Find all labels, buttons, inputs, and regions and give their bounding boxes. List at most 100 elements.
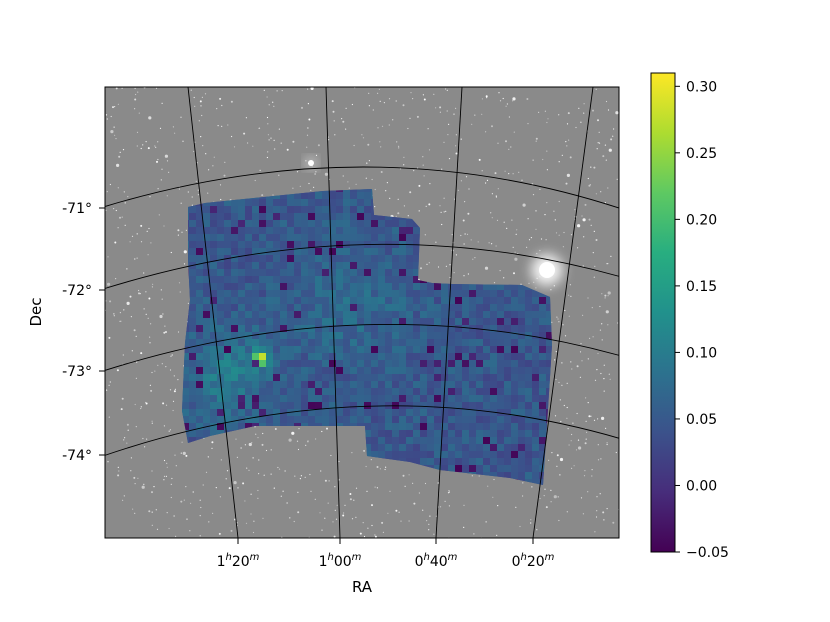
star xyxy=(580,121,582,123)
map-cell xyxy=(385,430,392,437)
star xyxy=(200,105,202,107)
map-cell xyxy=(329,269,336,276)
map-cell xyxy=(399,304,406,311)
star xyxy=(588,184,591,187)
map-cell xyxy=(546,304,552,311)
map-cell xyxy=(245,241,252,248)
star xyxy=(162,402,165,405)
map-cell xyxy=(189,213,196,220)
map-cell xyxy=(378,423,385,430)
map-cell xyxy=(406,416,413,423)
map-cell xyxy=(273,255,280,262)
map-cell xyxy=(252,402,259,409)
star xyxy=(532,194,535,196)
star xyxy=(460,234,462,237)
y-axis-label: Dec xyxy=(27,297,45,326)
map-cell xyxy=(518,290,525,297)
map-cell xyxy=(413,255,420,262)
map-cell xyxy=(189,318,196,325)
map-cell xyxy=(315,353,322,360)
star xyxy=(252,145,254,147)
star xyxy=(409,191,412,194)
star xyxy=(604,144,607,146)
star xyxy=(172,400,175,402)
star xyxy=(550,489,552,491)
star xyxy=(132,508,134,510)
map-cell xyxy=(511,346,518,353)
map-cell xyxy=(357,318,364,325)
map-cell xyxy=(196,283,203,290)
star xyxy=(467,273,469,275)
map-cell xyxy=(315,395,322,402)
map-cell xyxy=(336,374,343,381)
map-cell xyxy=(189,416,196,423)
map-cell xyxy=(371,409,378,416)
star xyxy=(428,262,430,264)
map-cell xyxy=(217,199,224,206)
map-cell xyxy=(301,283,308,290)
star xyxy=(236,456,238,458)
map-cell xyxy=(280,381,287,388)
star xyxy=(150,323,152,325)
map-cell xyxy=(182,381,189,388)
map-cell xyxy=(196,325,203,332)
map-cell xyxy=(504,346,511,353)
map-cell xyxy=(231,241,238,248)
map-cell xyxy=(392,444,399,451)
map-cell xyxy=(245,325,252,332)
star xyxy=(374,534,376,536)
map-cell xyxy=(546,360,552,367)
map-cell xyxy=(462,395,469,402)
star xyxy=(544,214,546,216)
map-cell xyxy=(420,353,427,360)
map-cell xyxy=(301,416,308,423)
star xyxy=(114,241,117,244)
map-cell xyxy=(448,353,455,360)
bright-star xyxy=(308,160,314,166)
map-cell xyxy=(308,402,315,409)
star xyxy=(561,384,563,386)
map-cell xyxy=(434,395,441,402)
star xyxy=(499,100,502,102)
map-cell xyxy=(189,388,196,395)
map-cell xyxy=(350,325,357,332)
star xyxy=(580,343,582,345)
map-cell xyxy=(252,199,259,206)
map-cell xyxy=(364,248,371,255)
map-cell xyxy=(301,213,308,220)
star xyxy=(606,443,608,446)
map-cell xyxy=(217,290,224,297)
map-cell xyxy=(525,381,532,388)
map-cell xyxy=(217,381,224,388)
map-cell xyxy=(511,388,518,395)
map-cell xyxy=(357,276,364,283)
star xyxy=(151,511,153,513)
map-cell xyxy=(371,283,378,290)
map-cell xyxy=(399,276,406,283)
map-cell xyxy=(462,458,469,465)
map-cell xyxy=(287,332,294,339)
star xyxy=(407,127,409,130)
star xyxy=(604,297,606,299)
map-cell xyxy=(294,367,301,374)
star xyxy=(527,123,529,125)
map-cell xyxy=(427,297,434,304)
map-cell xyxy=(420,332,427,339)
star xyxy=(220,198,222,201)
star xyxy=(398,511,400,513)
star xyxy=(365,177,367,179)
map-cell xyxy=(504,472,511,479)
map-cell xyxy=(259,318,266,325)
map-cell xyxy=(427,381,434,388)
map-cell xyxy=(378,339,385,346)
map-cell xyxy=(434,332,441,339)
map-cell xyxy=(210,318,217,325)
star xyxy=(123,495,125,497)
map-cell xyxy=(469,374,476,381)
map-cell xyxy=(301,199,308,206)
map-cell xyxy=(182,374,189,381)
map-cell xyxy=(357,416,364,423)
map-cell xyxy=(343,304,350,311)
map-cell xyxy=(231,206,238,213)
star xyxy=(221,125,223,127)
